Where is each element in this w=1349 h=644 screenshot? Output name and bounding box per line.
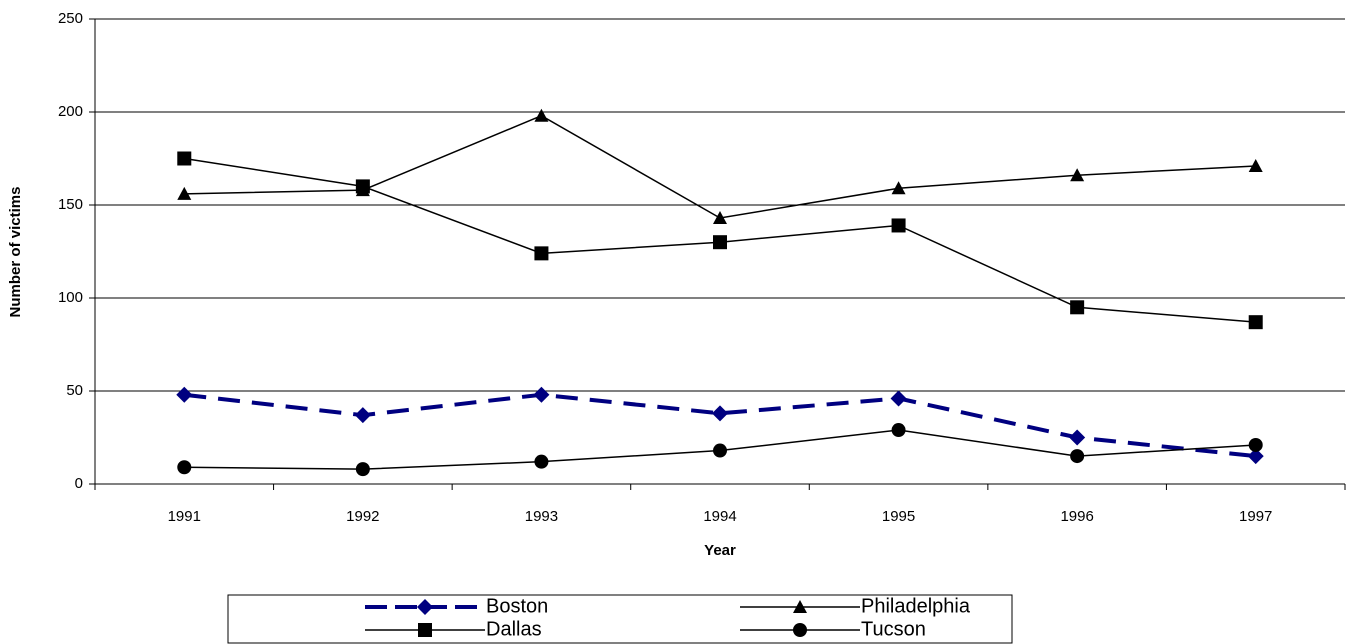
marker <box>355 462 370 477</box>
legend-label: Philadelphia <box>861 595 971 617</box>
x-tick-label: 1991 <box>168 508 201 525</box>
x-tick-label: 1995 <box>882 508 915 525</box>
marker <box>891 218 906 233</box>
x-tick-label: 1997 <box>1239 508 1272 525</box>
legend-label: Dallas <box>486 618 542 640</box>
y-tick-label: 100 <box>58 289 83 306</box>
marker <box>1070 300 1085 315</box>
marker <box>177 460 192 475</box>
marker <box>713 235 727 250</box>
marker <box>1069 429 1086 446</box>
marker <box>712 405 728 422</box>
marker <box>176 386 193 403</box>
x-tick-label: 1993 <box>525 508 558 525</box>
marker <box>177 186 192 200</box>
x-axis-label: Year <box>704 542 736 559</box>
legend-label: Boston <box>486 595 548 617</box>
marker <box>417 599 433 615</box>
marker <box>713 211 727 225</box>
marker <box>793 623 807 637</box>
marker <box>1248 437 1263 452</box>
legend <box>227 594 1013 644</box>
y-tick-label: 0 <box>75 475 83 492</box>
x-tick-label: 1996 <box>1060 508 1093 525</box>
y-tick-label: 200 <box>58 103 83 120</box>
legend-label: Tucson <box>861 618 926 640</box>
x-tick-label: 1992 <box>346 508 379 525</box>
series-line <box>184 114 1256 219</box>
marker <box>891 423 906 438</box>
marker <box>713 443 727 458</box>
x-tick-label: 1994 <box>703 508 736 525</box>
marker <box>354 407 371 424</box>
marker <box>1248 315 1263 330</box>
marker <box>1248 158 1263 172</box>
marker <box>890 390 907 407</box>
marker <box>355 179 370 194</box>
marker <box>1070 168 1085 182</box>
y-axis-label: Number of victims <box>7 187 24 318</box>
marker <box>891 181 906 195</box>
marker <box>418 623 432 637</box>
marker <box>1247 448 1264 465</box>
marker <box>533 386 550 403</box>
y-tick-label: 150 <box>58 196 83 213</box>
y-tick-label: 250 <box>58 10 83 27</box>
marker <box>793 600 807 613</box>
y-tick-label: 50 <box>66 382 83 399</box>
marker <box>534 454 549 469</box>
marker <box>1070 449 1085 464</box>
marker <box>534 108 549 122</box>
marker <box>177 151 192 166</box>
marker <box>534 246 549 261</box>
